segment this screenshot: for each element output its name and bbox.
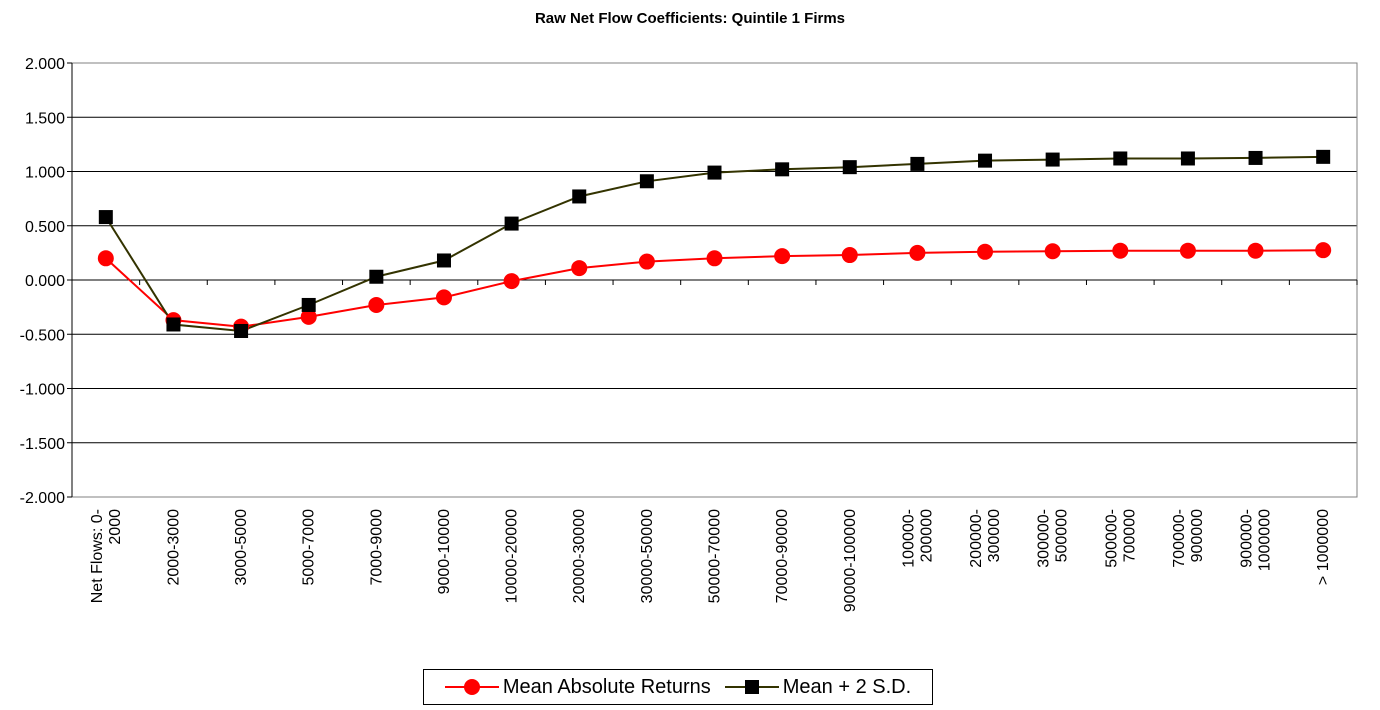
x-tick-label: 2000 xyxy=(107,509,124,545)
data-point xyxy=(436,253,451,268)
x-tick-label: 10000-20000 xyxy=(504,509,521,603)
x-tick-label: > 1000000 xyxy=(1315,509,1332,585)
data-point xyxy=(1044,243,1061,260)
data-point xyxy=(166,317,181,332)
data-point xyxy=(1315,242,1332,259)
x-tick-label: Net Flows: 0- xyxy=(89,509,106,603)
data-point xyxy=(300,308,317,325)
data-point xyxy=(503,273,520,290)
data-point xyxy=(368,296,385,313)
data-point xyxy=(504,216,519,231)
data-point xyxy=(1316,149,1331,164)
x-tick-label: 300000 xyxy=(986,509,1003,562)
legend-swatch-circle-icon xyxy=(444,679,499,695)
legend-item-mean-absolute-returns: Mean Absolute Returns xyxy=(444,675,711,699)
data-point xyxy=(1180,151,1195,166)
data-point xyxy=(841,247,858,264)
x-tick-label: 1000000 xyxy=(1257,509,1274,571)
x-tick-label: 500000 xyxy=(1054,509,1071,562)
data-point xyxy=(435,289,452,306)
data-point xyxy=(1112,242,1129,259)
legend-item-mean-plus-2sd: Mean + 2 S.D. xyxy=(724,675,912,699)
y-tick-label: 2.000 xyxy=(25,56,65,73)
x-tick-label: 200000 xyxy=(918,509,935,562)
data-point xyxy=(1247,242,1264,259)
legend: Mean Absolute Returns Mean + 2 S.D. xyxy=(423,669,933,705)
x-tick-label: 7000-9000 xyxy=(368,509,385,586)
x-tick-label: 3000-5000 xyxy=(233,509,250,586)
legend-label: Mean Absolute Returns xyxy=(502,675,711,698)
data-point xyxy=(638,253,655,270)
data-point xyxy=(234,323,249,338)
data-point xyxy=(1113,151,1128,166)
y-tick-label: -1.000 xyxy=(20,382,65,399)
data-point xyxy=(639,174,654,189)
x-tick-label: 5000-7000 xyxy=(301,509,318,586)
y-tick-label: 1.000 xyxy=(25,165,65,182)
data-point xyxy=(1179,242,1196,259)
x-tick-label: 90000-100000 xyxy=(842,509,859,612)
data-point xyxy=(1248,150,1263,165)
x-tick-label: 700000 xyxy=(1121,509,1138,562)
data-point xyxy=(572,189,587,204)
data-point xyxy=(369,269,384,284)
x-tick-label: 100000- xyxy=(900,509,917,568)
x-tick-label: 50000-70000 xyxy=(707,509,724,603)
x-tick-label: 200000- xyxy=(968,509,985,568)
data-point xyxy=(571,260,588,277)
chart-title: Raw Net Flow Coefficients: Quintile 1 Fi… xyxy=(534,10,846,27)
x-tick-label: 900000- xyxy=(1239,509,1256,568)
data-point xyxy=(98,210,113,225)
y-tick-label: -0.500 xyxy=(20,327,65,344)
x-tick-label: 20000-30000 xyxy=(571,509,588,603)
x-tick-label: 300000- xyxy=(1036,509,1053,568)
data-point xyxy=(842,160,857,175)
x-tick-label: 900000 xyxy=(1189,509,1206,562)
data-point xyxy=(909,244,926,261)
y-tick-label: -1.500 xyxy=(20,436,65,453)
data-point xyxy=(1045,152,1060,167)
data-point xyxy=(774,248,791,265)
data-point xyxy=(977,243,994,260)
data-point xyxy=(775,162,790,177)
data-point xyxy=(707,165,722,180)
x-tick-label: 30000-50000 xyxy=(639,509,656,603)
data-point xyxy=(706,250,723,267)
y-tick-label: 0.500 xyxy=(25,219,65,236)
y-tick-label: 1.500 xyxy=(25,110,65,127)
y-tick-label: 0.000 xyxy=(25,273,65,290)
x-tick-label: 700000- xyxy=(1171,509,1188,568)
data-point xyxy=(301,297,316,312)
x-tick-label: 9000-10000 xyxy=(436,509,453,595)
legend-swatch-square-icon xyxy=(724,680,779,694)
y-tick-label: -2.000 xyxy=(20,490,65,507)
x-tick-label: 70000-90000 xyxy=(774,509,791,603)
x-tick-label: 2000-3000 xyxy=(165,509,182,586)
data-point xyxy=(97,250,114,267)
data-point xyxy=(910,156,925,171)
legend-label: Mean + 2 S.D. xyxy=(782,675,912,698)
series-line-1 xyxy=(104,155,1324,333)
data-point xyxy=(978,153,993,168)
x-tick-label: 500000- xyxy=(1103,509,1120,568)
